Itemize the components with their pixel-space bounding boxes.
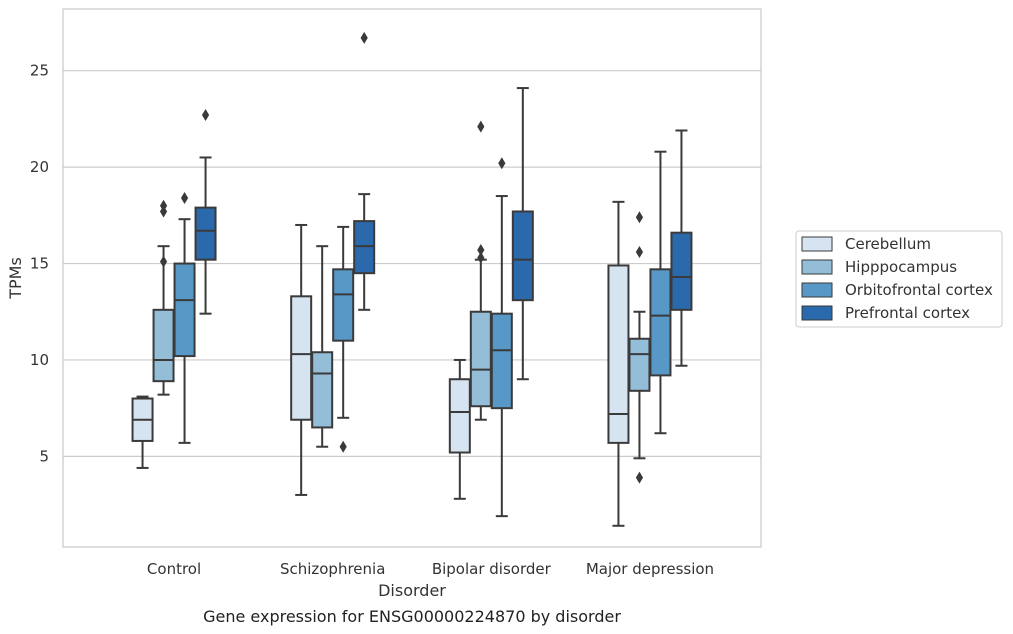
box-group	[469, 120, 492, 421]
box-group	[152, 199, 175, 396]
grid-lines	[63, 70, 761, 457]
outlier-point	[159, 199, 168, 212]
box-group	[353, 31, 376, 311]
y-tick-labels: 5 10 15 20 25	[30, 62, 49, 466]
x-tick-label: Control	[147, 560, 201, 578]
legend-label: Hipppocampus	[845, 258, 957, 276]
box	[448, 378, 471, 454]
box	[628, 337, 651, 392]
box	[469, 310, 492, 408]
box-group	[131, 395, 154, 469]
outlier-point	[635, 211, 644, 224]
x-tick-label: Bipolar disorder	[432, 560, 552, 578]
box-group	[173, 191, 196, 444]
outlier-point	[498, 157, 506, 170]
box	[332, 268, 355, 342]
box-group	[290, 223, 313, 496]
box-group	[607, 200, 630, 527]
outlier-point	[159, 255, 168, 268]
box	[490, 312, 513, 410]
outlier-point	[477, 251, 485, 264]
box	[290, 295, 313, 421]
box	[649, 268, 672, 377]
outlier-point	[180, 191, 189, 204]
legend-swatch	[801, 259, 833, 275]
outlier-point	[360, 31, 368, 44]
box-group	[649, 150, 672, 435]
y-tick-label: 15	[30, 255, 49, 273]
outlier-point	[339, 440, 347, 453]
box-group	[332, 225, 355, 453]
box	[173, 262, 196, 358]
box-group	[628, 211, 651, 484]
box	[607, 264, 630, 444]
y-tick-label: 5	[39, 447, 49, 465]
outlier-point	[477, 244, 485, 257]
outlier-point	[477, 120, 485, 133]
box-group	[311, 245, 334, 448]
x-axis-label: Disorder	[378, 581, 446, 600]
outlier-point	[201, 109, 210, 122]
box-group	[490, 157, 513, 518]
legend-frame	[795, 230, 1003, 328]
plot-frame	[62, 8, 762, 548]
outlier-point	[635, 245, 644, 258]
legend-label: Orbitofrontal cortex	[845, 281, 993, 299]
legend-swatch	[801, 236, 833, 252]
box-plots	[131, 31, 693, 527]
box	[670, 231, 693, 311]
box-group	[670, 129, 693, 367]
box-group	[194, 109, 217, 315]
x-tick-label: Schizophrenia	[280, 560, 385, 578]
box-group	[448, 358, 471, 500]
box-group	[511, 87, 534, 381]
y-tick-label: 20	[30, 158, 49, 176]
box	[311, 351, 334, 429]
legend: Cerebellum Hipppocampus Orbitofrontal cort…	[795, 230, 1003, 328]
box	[152, 308, 175, 383]
legend-swatch	[801, 282, 833, 298]
x-tick-label: Major depression	[586, 560, 714, 578]
legend-label: Cerebellum	[845, 235, 931, 253]
y-axis-label: TPMs	[6, 257, 25, 300]
legend-swatch	[801, 305, 833, 321]
box	[194, 206, 217, 261]
outlier-point	[635, 471, 644, 484]
box	[511, 210, 534, 302]
x-tick-labels: Control Schizophrenia Bipolar disorder Majo…	[147, 560, 714, 578]
legend-label: Prefrontal cortex	[845, 304, 970, 322]
y-tick-label: 10	[30, 351, 49, 369]
y-tick-label: 25	[30, 62, 49, 80]
chart-caption: Gene expression for ENSG00000224870 by d…	[203, 607, 621, 626]
